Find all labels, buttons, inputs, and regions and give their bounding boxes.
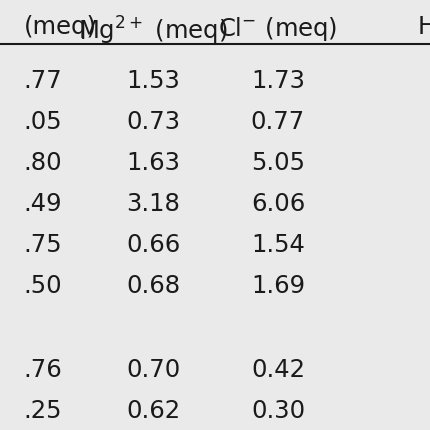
Text: 1.73: 1.73 bbox=[250, 69, 304, 93]
Text: .76: .76 bbox=[24, 357, 62, 381]
Text: HCO: HCO bbox=[417, 15, 430, 39]
Text: Cl$^{-}$ (meq): Cl$^{-}$ (meq) bbox=[218, 15, 337, 43]
Text: 3.18: 3.18 bbox=[126, 191, 180, 215]
Text: .50: .50 bbox=[24, 273, 62, 297]
Text: 0.77: 0.77 bbox=[250, 110, 304, 134]
Text: 1.54: 1.54 bbox=[250, 232, 304, 256]
Text: 1.53: 1.53 bbox=[126, 69, 180, 93]
Text: 0.30: 0.30 bbox=[250, 398, 304, 422]
Text: 1.63: 1.63 bbox=[126, 150, 180, 175]
Text: Mg$^{2+}$ (meq): Mg$^{2+}$ (meq) bbox=[78, 15, 227, 47]
Text: .77: .77 bbox=[24, 69, 62, 93]
Text: 1.69: 1.69 bbox=[250, 273, 304, 297]
Text: 0.42: 0.42 bbox=[250, 357, 304, 381]
Text: 0.68: 0.68 bbox=[126, 273, 180, 297]
Text: .25: .25 bbox=[24, 398, 62, 422]
Text: 0.70: 0.70 bbox=[126, 357, 180, 381]
Text: (meq): (meq) bbox=[24, 15, 96, 39]
Text: .49: .49 bbox=[24, 191, 62, 215]
Text: 5.05: 5.05 bbox=[250, 150, 304, 175]
Text: 6.06: 6.06 bbox=[250, 191, 304, 215]
Text: 0.62: 0.62 bbox=[126, 398, 180, 422]
Text: .05: .05 bbox=[24, 110, 62, 134]
Text: .75: .75 bbox=[24, 232, 62, 256]
Text: 0.73: 0.73 bbox=[126, 110, 180, 134]
Text: .80: .80 bbox=[24, 150, 62, 175]
Text: 0.66: 0.66 bbox=[126, 232, 180, 256]
